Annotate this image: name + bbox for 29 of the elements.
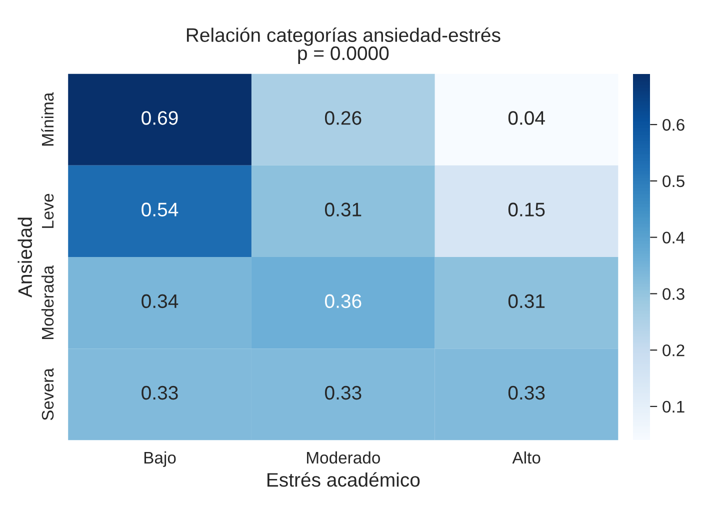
data-label: 0.36 [325,294,362,308]
color-bar-label: 0.1 [662,400,684,413]
data-label: 0.33 [142,386,178,400]
data-label: 0.34 [142,294,178,308]
data-label: 0.26 [325,111,362,125]
color-bar-label: 0.4 [662,232,685,244]
data-label: 0.04 [508,111,545,125]
y-axis-title: Ansiedad [18,218,32,298]
data-label: 0.54 [142,202,178,216]
x-tick-label: Moderado [307,451,380,464]
y-tick-label: Leve [42,194,54,228]
color-bar-label: 0.6 [662,118,684,131]
data-label: 0.31 [508,294,545,308]
data-label: 0.15 [508,202,545,216]
x-axis-title: Estrés académico [268,472,420,487]
chart-title: Relación categorías ansiedad-estrés [186,27,500,46]
data-label: 0.31 [325,202,362,216]
y-tick-label: Mínima [41,92,54,146]
data-label: 0.33 [508,386,545,400]
color-bar-label: 0.5 [662,175,684,188]
color-bar-label: 0.3 [662,288,684,300]
x-tick-label: Bajo [144,451,176,467]
data-label: 0.69 [142,111,178,125]
y-tick-label: Moderada [41,265,54,340]
color-bar-label: 0.2 [662,344,684,356]
chart-subtitle: p = 0.0000 [298,46,389,64]
data-label: 0.33 [325,386,362,400]
y-tick-label: Severa [42,368,54,420]
x-tick-label: Alto [512,451,540,464]
